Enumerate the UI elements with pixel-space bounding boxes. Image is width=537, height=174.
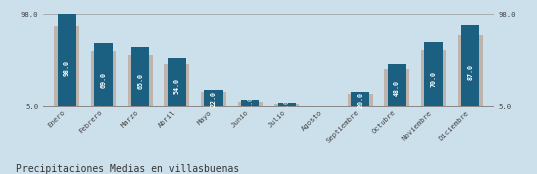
Bar (421, 50, 446, 106)
Text: 69.0: 69.0 (100, 72, 106, 88)
Text: 11.0: 11.0 (247, 96, 253, 112)
Bar (201, 92, 226, 106)
Bar (168, 58, 186, 106)
Bar (458, 35, 483, 106)
Bar (128, 55, 153, 106)
Bar (424, 42, 442, 106)
Bar (131, 47, 149, 106)
Bar (204, 90, 223, 106)
Bar (54, 26, 79, 106)
Text: 48.0: 48.0 (394, 81, 400, 96)
Text: 5.0: 5.0 (321, 100, 326, 112)
Text: 20.0: 20.0 (357, 92, 363, 108)
Bar (384, 69, 409, 106)
Bar (95, 43, 113, 106)
Text: 70.0: 70.0 (431, 71, 437, 87)
Text: Precipitaciones Medias en villasbuenas: Precipitaciones Medias en villasbuenas (16, 164, 240, 174)
Bar (388, 64, 406, 106)
Bar (57, 14, 76, 106)
Text: 87.0: 87.0 (467, 64, 473, 80)
Text: 8.0: 8.0 (284, 99, 290, 111)
Bar (241, 100, 259, 106)
Bar (351, 92, 369, 106)
Text: 98.0: 98.0 (64, 60, 70, 76)
Text: 65.0: 65.0 (137, 73, 143, 89)
Text: 22.0: 22.0 (211, 91, 216, 107)
Bar (164, 64, 189, 106)
Bar (274, 104, 299, 106)
Text: 54.0: 54.0 (174, 78, 180, 94)
Bar (278, 103, 296, 106)
Bar (348, 94, 373, 106)
Bar (91, 51, 116, 106)
Bar (461, 25, 480, 106)
Bar (238, 102, 263, 106)
